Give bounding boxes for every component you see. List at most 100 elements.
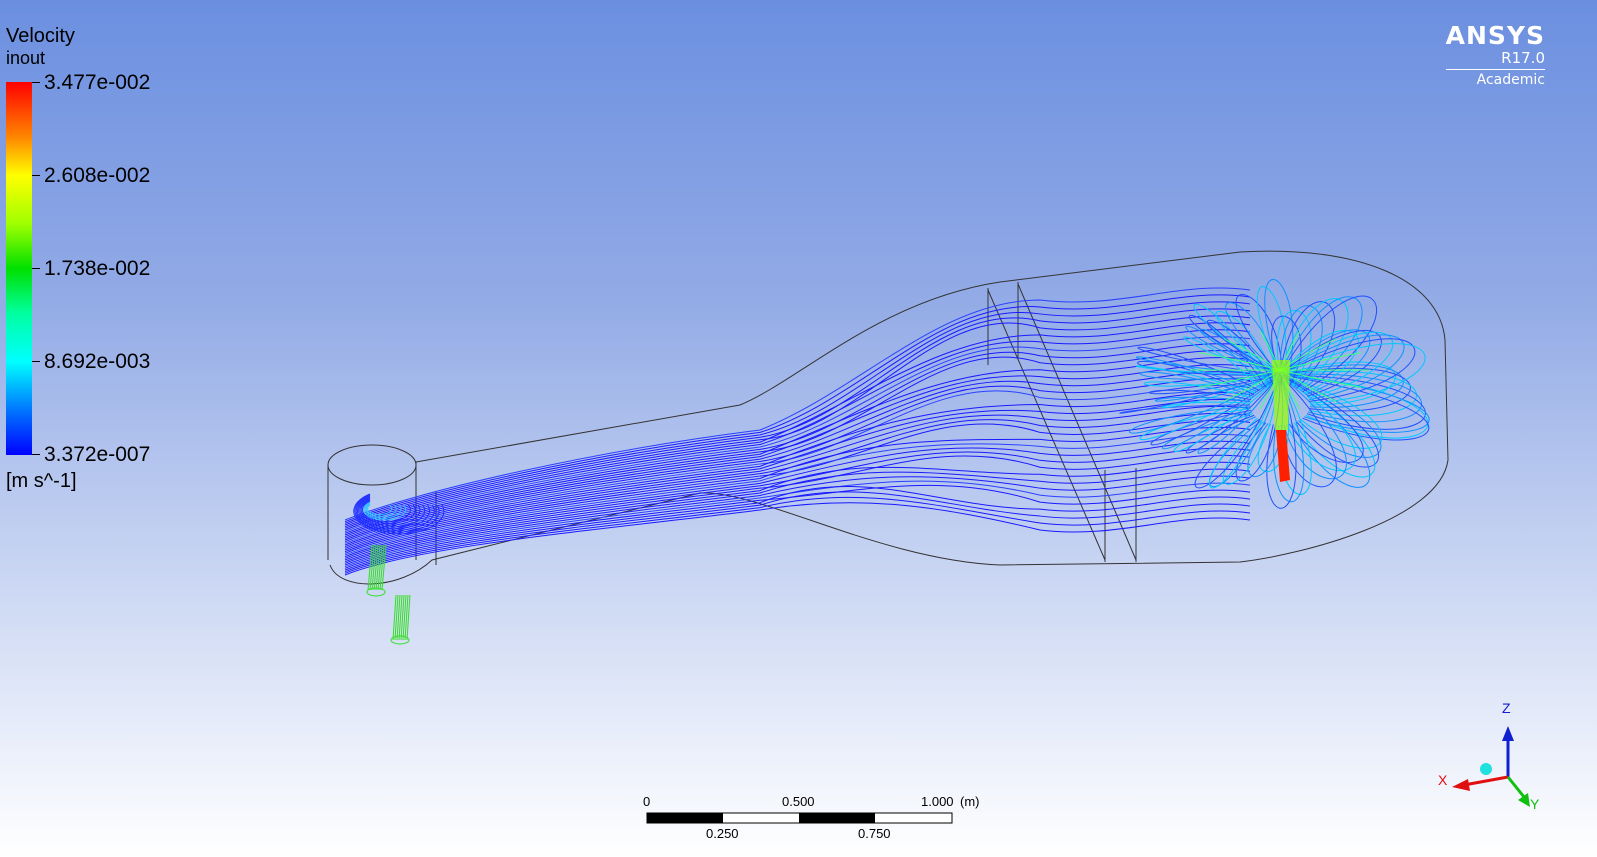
streamline — [354, 494, 440, 533]
streamline — [1256, 286, 1287, 386]
streamline — [1271, 315, 1302, 387]
streamline — [365, 503, 397, 517]
legend-tick-label: 1.738e-002 — [44, 257, 151, 280]
streamline — [344, 294, 1251, 523]
axis-triad — [1452, 726, 1530, 807]
streamline — [1209, 374, 1281, 487]
streamline — [344, 468, 1251, 564]
streamline — [1194, 374, 1281, 489]
streamline — [344, 412, 1251, 551]
streamline — [344, 440, 1251, 558]
streamline — [358, 497, 426, 528]
streamline — [1215, 310, 1281, 386]
scale-bar — [646, 812, 953, 824]
streamline — [344, 315, 1251, 528]
brand-name: ANSYS — [1445, 21, 1545, 50]
legend-tick-label: 8.692e-003 — [44, 350, 151, 373]
streamline — [356, 496, 430, 530]
legend-tick — [32, 82, 40, 83]
legend-title: Velocity — [6, 25, 75, 47]
streamline — [1279, 367, 1411, 412]
streamline — [1279, 374, 1337, 488]
streamline — [1137, 346, 1281, 391]
inlet-pipes — [366, 587, 410, 645]
streamline — [1279, 329, 1371, 396]
streamline — [1279, 374, 1426, 430]
streamline — [404, 594, 409, 641]
streamline — [344, 433, 1251, 556]
streamline — [1264, 278, 1294, 386]
streamline — [381, 544, 387, 591]
streamline — [406, 594, 411, 641]
legend-units: [m s^-1] — [6, 470, 77, 492]
scale-label-0-500: 0.500 — [782, 794, 815, 809]
streamline — [344, 371, 1251, 541]
streamline — [1279, 374, 1430, 441]
streamline — [1183, 336, 1281, 390]
streamline — [344, 419, 1251, 553]
streamline — [344, 484, 1251, 569]
streamline — [1279, 374, 1380, 468]
streamline — [344, 329, 1251, 531]
streamline — [344, 350, 1251, 536]
streamline — [1279, 374, 1347, 480]
streamline — [398, 594, 403, 641]
streamline — [1185, 325, 1281, 389]
legend-tick-label-max: 3.477e-002 — [44, 71, 151, 94]
streamline — [361, 500, 411, 523]
streamline — [344, 287, 1251, 521]
streamline — [1139, 371, 1281, 397]
streamline — [344, 502, 1251, 576]
streamline — [344, 385, 1251, 544]
streamline — [364, 502, 402, 519]
streamline — [1135, 356, 1281, 393]
streamline — [344, 447, 1251, 559]
legend-tick-label-min: 3.372e-007 — [44, 443, 151, 466]
streamline — [1150, 374, 1281, 446]
ansys-logo: ANSYS R17.0 Academic — [1445, 21, 1545, 88]
streamline — [344, 336, 1251, 533]
streamline — [363, 501, 407, 521]
streamline — [1279, 338, 1416, 402]
streamline — [1154, 374, 1281, 402]
streamline — [377, 544, 383, 591]
streamline — [1273, 374, 1305, 503]
streamline — [344, 391, 1251, 546]
streamline — [1129, 374, 1281, 434]
streamline — [1188, 314, 1281, 388]
streamline — [1279, 295, 1378, 393]
streamline — [367, 504, 393, 516]
streamline — [367, 544, 373, 591]
streamline — [1143, 374, 1281, 399]
legend-tick — [32, 268, 40, 269]
axis-label-x: X — [1438, 772, 1448, 788]
streamline — [1161, 374, 1281, 409]
streamline — [344, 308, 1251, 526]
streamlines — [344, 278, 1430, 641]
streamline — [1279, 374, 1356, 472]
streamline — [1162, 374, 1281, 450]
streamline — [344, 398, 1251, 548]
streamline — [1197, 374, 1281, 454]
streamline — [1119, 374, 1281, 414]
streamline — [353, 493, 445, 535]
legend-tick — [32, 175, 40, 176]
streamline — [392, 594, 397, 641]
streamline — [344, 475, 1251, 566]
streamline — [1279, 343, 1426, 404]
streamline — [355, 495, 435, 531]
streamline — [344, 378, 1251, 543]
streamline — [1207, 319, 1281, 386]
streamline — [1199, 328, 1281, 387]
outlet-jet — [1272, 360, 1290, 482]
streamline — [1198, 352, 1281, 371]
streamline — [344, 343, 1251, 534]
streamline — [1279, 334, 1405, 401]
streamline — [1279, 296, 1363, 391]
streamline — [344, 357, 1251, 538]
streamline — [1222, 374, 1281, 485]
streamline — [1276, 310, 1312, 387]
streamline — [1209, 374, 1281, 489]
streamline — [1279, 374, 1376, 478]
